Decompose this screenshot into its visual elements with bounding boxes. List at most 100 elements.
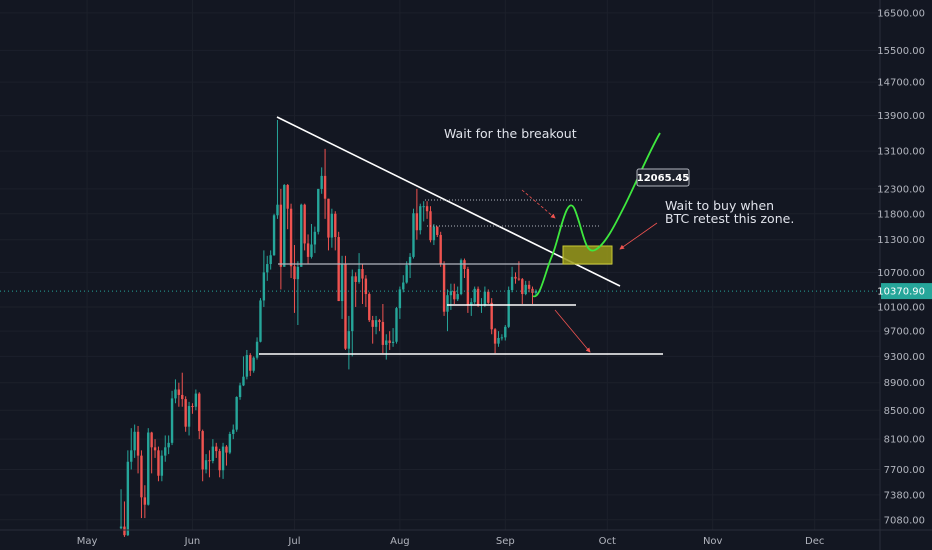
candle-body (463, 260, 466, 270)
candle-body (157, 450, 160, 476)
x-tick-label: May (77, 536, 98, 547)
candle-body (442, 263, 446, 312)
x-tick-label: Sep (496, 536, 515, 547)
candle-body (177, 389, 181, 395)
candle-body (487, 291, 490, 303)
candle-body (412, 213, 415, 257)
x-tick-label: Jun (184, 536, 201, 547)
candle-body (340, 264, 344, 302)
candle-body (167, 442, 170, 448)
candle-body (459, 260, 463, 295)
candle-body (497, 337, 500, 344)
candle-body (289, 208, 293, 267)
candle-body (225, 446, 228, 453)
candle-body (266, 264, 269, 273)
candle-body (327, 198, 330, 238)
candle-body (473, 288, 476, 303)
candle-body (425, 206, 429, 212)
candle-body (419, 206, 422, 231)
candle-body (276, 204, 279, 216)
candle-body (402, 282, 405, 290)
y-tick-label: 8900.00 (884, 378, 925, 389)
y-tick-label: 7080.00 (884, 515, 925, 526)
candle-body (306, 243, 310, 257)
candle-body (449, 291, 453, 296)
candle-body (279, 204, 283, 267)
y-tick-label: 15500.00 (877, 46, 925, 57)
candle-body (323, 175, 327, 199)
candle-body (388, 340, 391, 344)
candle-body (130, 450, 133, 462)
candle-body (361, 269, 364, 279)
candle-body (415, 213, 419, 231)
candle-body (483, 291, 487, 305)
candle-body (391, 341, 395, 344)
candle-body (368, 294, 371, 321)
candle-body (330, 213, 334, 238)
candle-body (527, 284, 531, 289)
candle-body (249, 355, 252, 371)
candle-body (320, 175, 323, 189)
arrow (521, 189, 556, 219)
candle-body (255, 341, 259, 358)
candle-body (422, 206, 425, 208)
candle-body (521, 279, 524, 295)
candle-body (133, 431, 136, 451)
y-tick-label: 8500.00 (884, 406, 925, 417)
y-tick-label: 7700.00 (884, 465, 925, 476)
projection-curve (532, 132, 661, 297)
y-tick-label: 14700.00 (877, 78, 925, 89)
candle-body (398, 289, 402, 309)
candle-body (201, 431, 204, 470)
candle-body (303, 204, 306, 244)
candle-body (147, 432, 150, 505)
candle-body (490, 302, 493, 330)
annotation: Wait for the breakout (444, 126, 577, 141)
y-tick-label: 8100.00 (884, 435, 925, 446)
candle-body (456, 294, 459, 300)
candle-body (395, 308, 398, 342)
candle-body (357, 269, 361, 282)
candle-body (286, 185, 289, 209)
candle-body (252, 357, 255, 371)
candle-body (242, 376, 245, 386)
y-tick-label: 11300.00 (877, 235, 925, 246)
candle-body (272, 215, 276, 256)
last-price-box (881, 283, 932, 300)
candle-body (432, 226, 436, 241)
candle-body (181, 394, 184, 400)
candle-body (510, 276, 514, 290)
candle-body (283, 185, 286, 267)
candle-body (136, 431, 140, 456)
candle-body (310, 244, 313, 257)
candle-body (191, 406, 194, 408)
candle-body (150, 432, 153, 448)
candle-body (514, 276, 517, 279)
grid (0, 0, 880, 530)
candle-body (405, 265, 408, 283)
arrow (554, 309, 591, 353)
arrow (619, 222, 658, 250)
x-tick-label: Jul (287, 536, 300, 547)
candle-body (334, 213, 337, 238)
candle-body (143, 497, 147, 505)
y-tick-label: 10100.00 (877, 302, 925, 313)
candle-body (534, 291, 538, 293)
candle-body (123, 526, 126, 536)
y-tick-label: 12300.00 (877, 184, 925, 195)
candle-body (517, 278, 521, 280)
candle-body (466, 269, 470, 306)
candle-body (184, 399, 187, 427)
candle-body (160, 455, 164, 476)
candle-body (347, 331, 351, 349)
candles (119, 119, 538, 537)
candle-body (245, 355, 249, 377)
candle-body (500, 337, 504, 339)
candle-body (371, 320, 374, 327)
candle-body (215, 446, 218, 452)
candle-body (476, 288, 480, 305)
candle-body (232, 429, 235, 434)
candle-body (504, 326, 507, 338)
candle-body (381, 321, 385, 345)
